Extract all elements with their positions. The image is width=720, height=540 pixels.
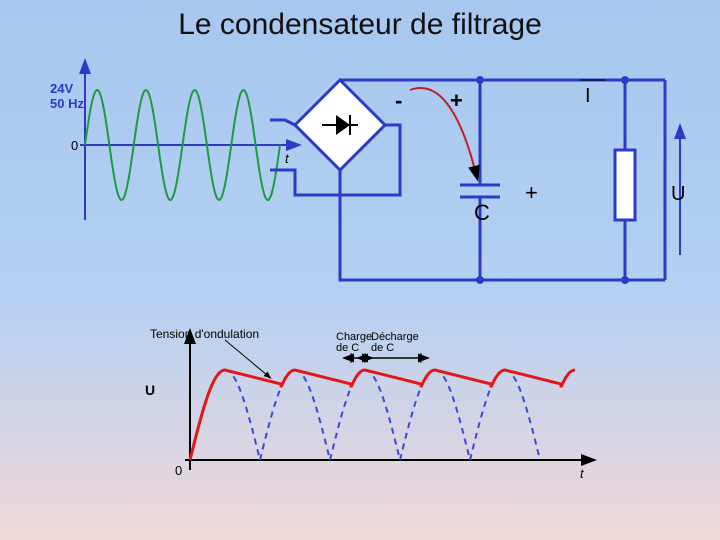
circuit-diagram: 24V50 Hz0t-+C+IU [40, 55, 690, 305]
circuit-svg: 24V50 Hz0t-+C+IU [40, 55, 690, 305]
i-label: I [585, 85, 591, 107]
zero-label-2: 0 [175, 463, 182, 478]
ripple-label: Tension d'ondulation [150, 327, 259, 341]
rectified-lobe [260, 370, 330, 460]
zero-label: 0 [71, 138, 78, 153]
filtered-output [190, 370, 575, 460]
voltage-label: 24V [50, 81, 73, 96]
charge-label: Chargede C [336, 331, 372, 354]
minus-label: - [395, 88, 402, 113]
u-label: U [671, 183, 685, 205]
output-svg: Ut 0 Tension d'ondulation Chargede CDécharg… [130, 320, 600, 510]
u-axis-label: U [145, 382, 155, 398]
cap-label: C [474, 200, 490, 225]
page-title: Le condensateur de filtrage [0, 8, 720, 42]
t-axis-label: t [580, 466, 585, 481]
output-waveform: Ut 0 Tension d'ondulation Chargede CDécharg… [130, 320, 600, 520]
load-resistor [615, 150, 635, 220]
rectified-lobe [330, 370, 400, 460]
freq-label: 50 Hz [50, 96, 84, 111]
discharge-label: Déchargede C [371, 331, 419, 354]
cap-polarity: + [525, 180, 538, 205]
rectified-lobe [470, 370, 540, 460]
rectified-lobe [400, 370, 470, 460]
time-label: t [285, 151, 290, 166]
